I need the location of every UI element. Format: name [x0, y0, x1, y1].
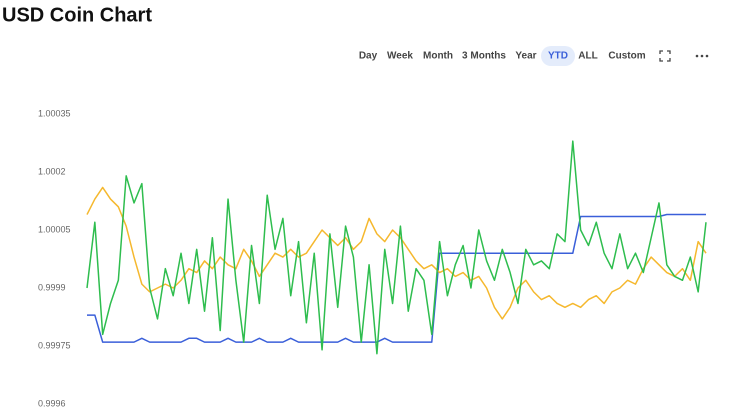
price-line [86, 186, 707, 320]
y-tick-label: 0.9996 [38, 398, 66, 408]
range-button[interactable]: Day [359, 51, 378, 62]
active-button-bg [541, 46, 575, 66]
range-button[interactable]: ALL [578, 51, 597, 62]
y-tick-label: 1.0002 [38, 166, 66, 176]
price-line [86, 140, 707, 355]
price-line [87, 213, 706, 343]
fullscreen-icon[interactable] [659, 50, 671, 62]
y-tick-label: 0.99975 [38, 340, 71, 350]
range-button[interactable]: YTD [548, 51, 568, 62]
menu-icon[interactable] [695, 54, 709, 58]
range-button[interactable]: 3 Months [462, 51, 506, 62]
range-button[interactable]: Month [423, 51, 453, 62]
y-tick-label: 0.9999 [38, 282, 66, 292]
range-button[interactable]: Year [515, 51, 536, 62]
chart-title: USD Coin Chart [2, 4, 152, 26]
y-tick-label: 1.00005 [38, 224, 71, 234]
range-button[interactable]: Custom [608, 51, 645, 62]
y-tick-label: 1.00035 [38, 108, 71, 118]
range-button[interactable]: Week [387, 51, 413, 62]
